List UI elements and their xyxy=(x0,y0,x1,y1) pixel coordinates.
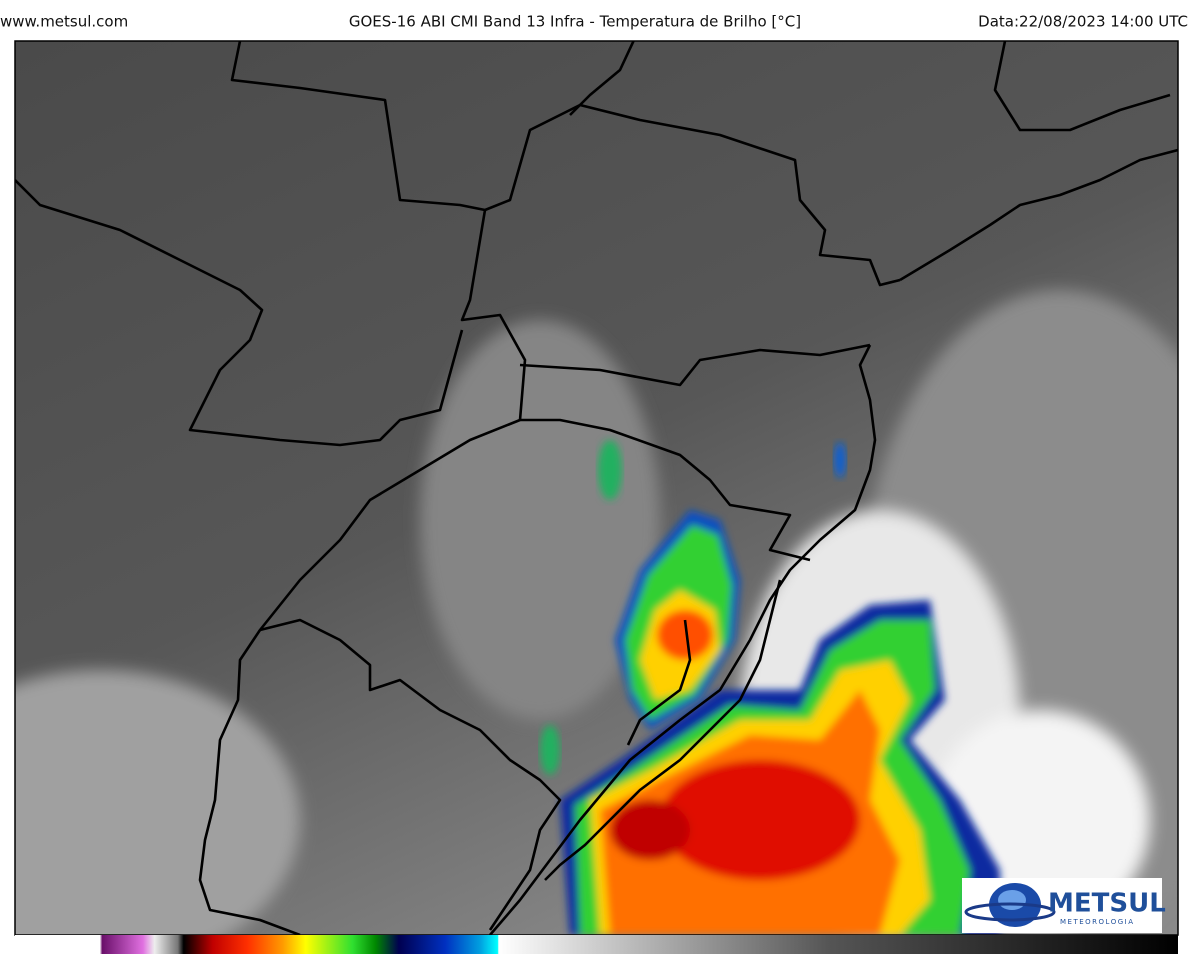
logo: METSUL METEOROLOGIA xyxy=(962,878,1166,933)
logo-name: METSUL xyxy=(1048,889,1166,919)
satellite-map xyxy=(14,40,1179,936)
timestamp: Data:22/08/2023 14:00 UTC xyxy=(978,13,1188,31)
site-url: www.metsul.com xyxy=(0,13,128,31)
logo-tagline: METEOROLOGIA xyxy=(1060,918,1134,926)
colorbar xyxy=(15,935,1178,954)
title: GOES-16 ABI CMI Band 13 Infra - Temperat… xyxy=(349,13,801,31)
